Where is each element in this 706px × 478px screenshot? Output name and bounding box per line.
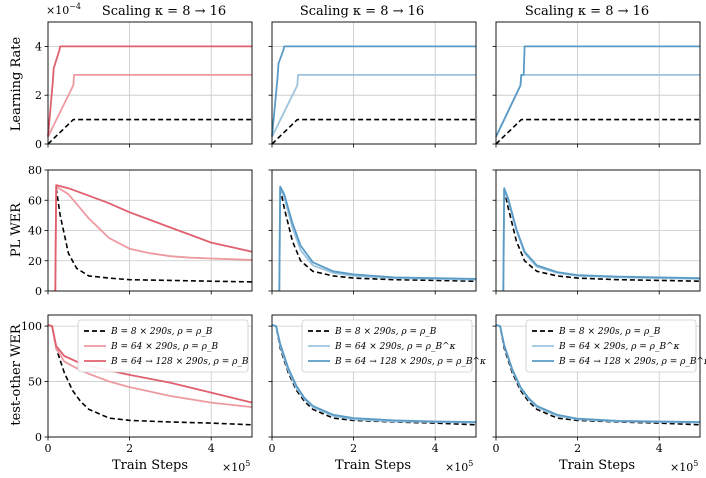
gridlines bbox=[47, 22, 252, 145]
y-tick-label: 100 bbox=[21, 320, 42, 333]
lr-multiplier: ×10−4 bbox=[46, 2, 81, 17]
legend-box bbox=[525, 319, 697, 373]
ylabel-pl-wer: PL WER bbox=[9, 202, 24, 257]
x-multiplier-1: ×105 bbox=[222, 459, 250, 474]
x-tick-label: 4 bbox=[432, 442, 439, 455]
ylabel-test-other-wer: test-other WER bbox=[9, 323, 24, 426]
panel-r0-c1 bbox=[268, 21, 477, 148]
gridlines bbox=[271, 169, 476, 292]
y-tick-label: 20 bbox=[28, 255, 42, 268]
y-tick-label: 0 bbox=[35, 285, 42, 298]
y-tick-label: 80 bbox=[28, 164, 42, 177]
panel-title-3: Scaling κ = 8 → 16 bbox=[525, 4, 649, 19]
series-line-2 bbox=[495, 74, 700, 138]
axes-frame bbox=[271, 314, 477, 438]
series-line-3 bbox=[495, 45, 700, 138]
panel-r0-c0: 0 2 4 bbox=[35, 21, 253, 151]
x-multiplier-base-3: ×10 bbox=[670, 461, 693, 474]
legend-label: B = 8 × 290s, ρ = ρ_B bbox=[110, 327, 213, 337]
x-tick-label: 4 bbox=[656, 442, 663, 455]
legend-label: B = 64 → 128 × 290s, ρ = ρ_B bbox=[110, 357, 249, 367]
series-line-1 bbox=[279, 188, 477, 282]
series-line-3 bbox=[54, 184, 253, 292]
series-line-1 bbox=[47, 118, 252, 145]
gridlines bbox=[495, 169, 700, 292]
x-multiplier-base-2: ×10 bbox=[445, 461, 468, 474]
legend-label: B = 64 × 290s, ρ = ρ_B^κ bbox=[334, 342, 456, 352]
series-line-1 bbox=[503, 189, 701, 282]
x-multiplier-exp-3: 5 bbox=[693, 459, 698, 468]
x-tick-label: 2 bbox=[574, 442, 581, 455]
x-tick-label: 0 bbox=[45, 442, 52, 455]
gridlines bbox=[47, 169, 252, 292]
x-multiplier-exp-2: 5 bbox=[468, 459, 473, 468]
panel-r1-c0: 0 20 40 60 80 bbox=[28, 164, 253, 298]
series-line-2 bbox=[54, 185, 253, 292]
panel-r1-c2 bbox=[492, 169, 701, 295]
legend-label: B = 64 → 128 × 290s, ρ = ρ_B^κ bbox=[558, 357, 706, 367]
gridlines bbox=[271, 22, 476, 145]
y-tick-label: 0 bbox=[35, 138, 42, 151]
y-tick-label: 2 bbox=[35, 89, 42, 102]
series-line-3 bbox=[495, 324, 701, 423]
series-line-1 bbox=[47, 324, 253, 426]
axes-frame bbox=[271, 21, 477, 145]
x-tick-label: 0 bbox=[493, 442, 500, 455]
axes-frame bbox=[47, 21, 253, 145]
x-tick-label: 2 bbox=[126, 442, 133, 455]
x-tick-label: 2 bbox=[350, 442, 357, 455]
series-line-2 bbox=[271, 74, 476, 138]
series-line-3 bbox=[271, 324, 477, 423]
axes-frame bbox=[495, 21, 701, 145]
xlabel-2: Train Steps bbox=[335, 458, 411, 473]
legend-label: B = 64 → 128 × 290s, ρ = ρ_B^κ bbox=[334, 357, 486, 367]
y-tick-label: 40 bbox=[28, 225, 42, 238]
legend-3: B = 8 × 290s, ρ = ρ_B B = 64 × 290s, ρ = … bbox=[525, 319, 706, 373]
x-multiplier-3: ×105 bbox=[670, 459, 698, 474]
panel-title-2: Scaling κ = 8 → 16 bbox=[300, 4, 424, 19]
lr-multiplier-exp: −4 bbox=[69, 2, 81, 11]
legend-box bbox=[301, 319, 473, 373]
lr-multiplier-base: ×10 bbox=[46, 4, 69, 17]
x-tick-label: 4 bbox=[208, 442, 215, 455]
panel-r0-c2 bbox=[492, 21, 701, 148]
x-tick-label: 0 bbox=[269, 442, 276, 455]
series-line-1 bbox=[55, 188, 253, 283]
axes-frame bbox=[47, 314, 253, 438]
series-line-1 bbox=[495, 118, 700, 145]
series-line-3 bbox=[47, 45, 252, 137]
series-line-2 bbox=[47, 74, 252, 138]
legend-box bbox=[77, 319, 249, 373]
legend-1: B = 8 × 290s, ρ = ρ_B B = 64 × 290s, ρ = … bbox=[77, 319, 249, 373]
x-multiplier-exp-1: 5 bbox=[245, 459, 250, 468]
xlabel-3: Train Steps bbox=[559, 458, 635, 473]
y-tick-label: 4 bbox=[35, 40, 42, 53]
ylabel-learning-rate: Learning Rate bbox=[9, 36, 24, 131]
series-line-3 bbox=[502, 187, 701, 292]
legend-label: B = 64 × 290s, ρ = ρ_B^κ bbox=[558, 342, 680, 352]
y-tick-label: 60 bbox=[28, 194, 42, 207]
legend-label: B = 8 × 290s, ρ = ρ_B bbox=[558, 327, 661, 337]
series-line-3 bbox=[278, 185, 477, 292]
legend-label: B = 8 × 290s, ρ = ρ_B bbox=[334, 327, 437, 337]
y-tick-label: 50 bbox=[28, 376, 42, 389]
gridlines bbox=[495, 22, 700, 145]
y-tick-label: 0 bbox=[35, 431, 42, 444]
xlabel-1: Train Steps bbox=[112, 458, 188, 473]
legend-2: B = 8 × 290s, ρ = ρ_B B = 64 × 290s, ρ = … bbox=[301, 319, 486, 373]
series-line-1 bbox=[271, 118, 476, 145]
x-multiplier-2: ×105 bbox=[445, 459, 473, 474]
panel-title-1: Scaling κ = 8 → 16 bbox=[102, 4, 226, 19]
axes-frame bbox=[495, 314, 701, 438]
legend-label: B = 64 × 290s, ρ = ρ_B bbox=[110, 342, 218, 352]
x-multiplier-base-1: ×10 bbox=[222, 461, 245, 474]
panel-r1-c1 bbox=[268, 169, 477, 295]
series-line-3 bbox=[271, 45, 476, 137]
